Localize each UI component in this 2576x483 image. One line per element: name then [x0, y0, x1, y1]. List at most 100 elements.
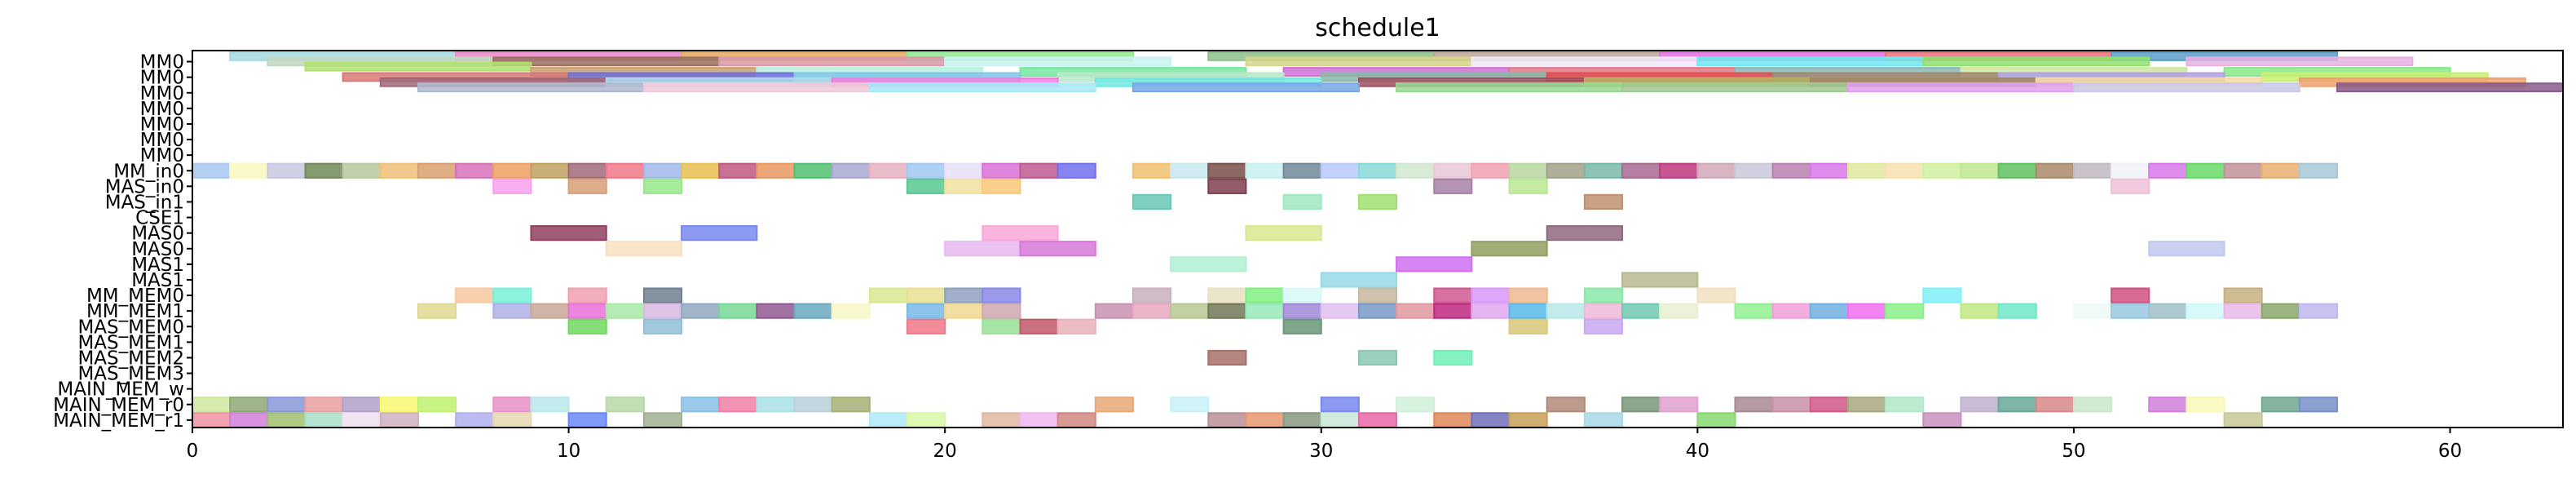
task-bar	[2261, 397, 2300, 413]
task-bar	[2186, 56, 2414, 67]
task-bar	[1207, 412, 1247, 428]
task-bar	[1809, 162, 1849, 179]
task-bar	[1245, 162, 1285, 179]
task-bar	[1960, 162, 2000, 179]
task-bar	[718, 397, 758, 413]
y-tick-label: MAS1	[131, 270, 184, 291]
task-bar	[567, 162, 607, 179]
task-bar	[756, 162, 796, 179]
y-tick-label: MM_MEM1	[86, 301, 184, 322]
task-bar	[605, 162, 645, 179]
task-bar	[1207, 303, 1247, 319]
task-bar	[605, 303, 645, 319]
task-bar	[1207, 287, 1247, 304]
task-bar	[906, 287, 946, 304]
task-bar	[1508, 318, 1548, 335]
task-bar	[417, 303, 457, 319]
task-bar	[2298, 303, 2339, 319]
y-tick-label: MM0	[140, 145, 184, 166]
task-bar	[1357, 162, 1398, 179]
task-bar	[1471, 303, 1511, 319]
task-bar	[981, 303, 1021, 319]
task-bar	[1396, 303, 1436, 319]
task-bar	[304, 61, 532, 72]
task-bar	[417, 162, 457, 179]
task-bar	[1583, 287, 1624, 304]
task-bar	[1019, 412, 1059, 428]
y-axis: MM0MM0MM0MM0MM0MM0MM0MM_in0MAS_in0MAS_in…	[53, 52, 192, 432]
task-bar	[642, 318, 683, 335]
task-bar	[1170, 397, 1210, 413]
task-bar	[681, 397, 721, 413]
task-bar	[2223, 412, 2263, 428]
task-bar	[379, 162, 419, 179]
task-bar	[567, 178, 607, 194]
task-bar	[906, 303, 946, 319]
task-bar	[906, 178, 946, 194]
task-bar	[681, 303, 721, 319]
task-bar	[1771, 162, 1811, 179]
task-bar	[1433, 349, 1473, 366]
task-bar	[1809, 397, 1849, 413]
task-bar	[1433, 412, 1473, 428]
task-bar	[267, 162, 307, 179]
task-bar	[1885, 397, 1925, 413]
y-tick-label: MM0	[140, 68, 184, 89]
task-bar	[1433, 178, 1473, 194]
task-bar	[1396, 397, 1436, 413]
task-bar	[1357, 412, 1398, 428]
task-bar	[1508, 178, 1548, 194]
task-bar	[981, 178, 1021, 194]
task-bar	[1846, 303, 1887, 319]
task-bar	[1771, 397, 1811, 413]
task-bar	[2072, 303, 2113, 319]
task-bar	[379, 397, 419, 413]
task-bar	[1621, 82, 1849, 93]
task-bar	[2298, 162, 2339, 179]
task-bar	[1207, 178, 1247, 194]
task-bar	[1659, 397, 1699, 413]
task-bar	[1170, 303, 1210, 319]
task-bar	[1583, 162, 1624, 179]
task-bar	[1885, 303, 1925, 319]
task-bar	[1357, 193, 1398, 210]
task-bar	[756, 303, 796, 319]
task-bar	[2148, 162, 2188, 179]
task-bar	[1922, 287, 1962, 304]
task-bar	[1320, 162, 1360, 179]
task-bar	[492, 397, 532, 413]
task-bar	[2336, 82, 2564, 93]
task-bar	[530, 162, 570, 179]
task-bar	[1846, 397, 1887, 413]
task-bar	[981, 287, 1021, 304]
x-tick-label: 50	[2062, 441, 2085, 462]
task-bar	[1170, 256, 1247, 273]
task-bar	[567, 318, 607, 335]
y-tick-label: MAS0	[131, 224, 184, 245]
task-bar	[1621, 397, 1661, 413]
task-bar	[1846, 82, 2075, 93]
task-bar	[2298, 397, 2339, 413]
task-bar	[981, 318, 1021, 335]
task-bar	[1245, 56, 1473, 67]
task-bar	[1696, 162, 1736, 179]
plot-frame	[192, 50, 2564, 428]
task-bar	[1056, 318, 1096, 335]
task-bar	[192, 397, 232, 413]
task-bar	[906, 412, 946, 428]
task-bar	[868, 82, 1096, 93]
task-bar	[1056, 412, 1096, 428]
task-bar	[492, 303, 532, 319]
y-tick-label: MAIN_MEM_w	[57, 379, 184, 401]
task-bar	[1282, 318, 1322, 335]
task-bar	[1320, 397, 1360, 413]
task-bar	[1282, 412, 1322, 428]
task-bar	[681, 225, 758, 242]
task-bar	[1471, 287, 1511, 304]
task-bar	[492, 178, 532, 194]
task-bar	[868, 287, 909, 304]
task-bar	[1734, 397, 1774, 413]
task-bar	[2111, 303, 2150, 319]
task-bar	[1357, 303, 1398, 319]
task-bar	[192, 412, 232, 428]
